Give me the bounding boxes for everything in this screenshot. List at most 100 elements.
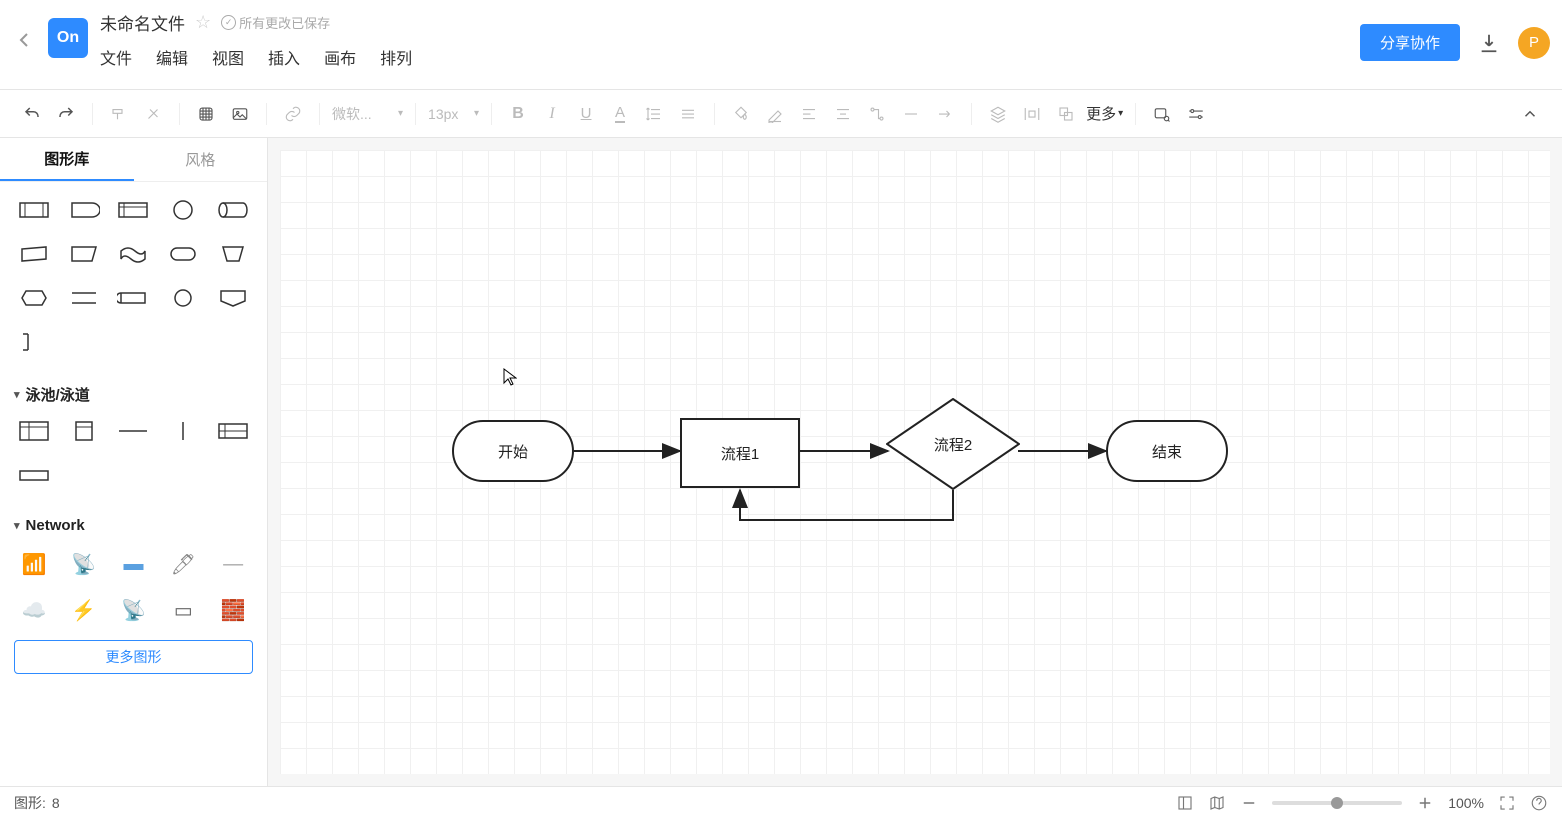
- edge[interactable]: [740, 490, 953, 520]
- connector-icon[interactable]: [863, 100, 891, 128]
- settings-icon[interactable]: [1182, 100, 1210, 128]
- node-end[interactable]: 结束: [1106, 420, 1228, 482]
- node-start[interactable]: 开始: [452, 420, 574, 482]
- menu-edit[interactable]: 编辑: [156, 45, 188, 69]
- text-color-icon[interactable]: A: [606, 100, 634, 128]
- shape-basic-7[interactable]: [114, 240, 154, 268]
- shape-basic-14[interactable]: [213, 284, 253, 312]
- canvas[interactable]: 开始 流程1 流程2 结束: [280, 150, 1550, 774]
- shape-basic-12[interactable]: [114, 284, 154, 312]
- tab-shapes[interactable]: 图形库: [0, 138, 134, 181]
- star-icon[interactable]: ☆: [195, 12, 211, 33]
- line-spacing-icon[interactable]: [640, 100, 668, 128]
- back-button[interactable]: [12, 28, 36, 52]
- page-layout-icon[interactable]: [1176, 794, 1194, 812]
- separator: [92, 103, 93, 125]
- zoom-slider[interactable]: [1272, 801, 1402, 805]
- menu-view[interactable]: 视图: [212, 45, 244, 69]
- shape-pool-3[interactable]: [163, 417, 203, 445]
- shape-basic-10[interactable]: [14, 284, 54, 312]
- map-icon[interactable]: [1208, 794, 1226, 812]
- layers-icon[interactable]: [984, 100, 1012, 128]
- shape-network-0[interactable]: 📶: [14, 550, 54, 578]
- help-icon[interactable]: [1530, 794, 1548, 812]
- zoom-out-icon[interactable]: [1240, 794, 1258, 812]
- tab-style[interactable]: 风格: [134, 138, 268, 181]
- shape-network-4[interactable]: —: [213, 550, 253, 578]
- shape-basic-2[interactable]: [114, 196, 154, 224]
- italic-icon[interactable]: I: [538, 100, 566, 128]
- avatar[interactable]: P: [1518, 27, 1550, 59]
- shape-basic-3[interactable]: [163, 196, 203, 224]
- sidebar-body: 泳池/泳道 Network 📶 📡 ▬ 🖊 — ☁️ ⚡ 📡 ▭ 🧱 更多图形: [0, 182, 267, 786]
- shape-network-3[interactable]: 🖊: [163, 550, 203, 578]
- document-title[interactable]: 未命名文件: [100, 10, 185, 35]
- shape-basic-11[interactable]: [64, 284, 104, 312]
- menu-canvas[interactable]: 画布: [324, 45, 356, 69]
- shape-basic-6[interactable]: [64, 240, 104, 268]
- shape-basic-0[interactable]: [14, 196, 54, 224]
- shape-basic-5[interactable]: [14, 240, 54, 268]
- menu-insert[interactable]: 插入: [268, 45, 300, 69]
- share-button[interactable]: 分享协作: [1360, 24, 1460, 61]
- eraser-icon[interactable]: [139, 100, 167, 128]
- shape-pool-2[interactable]: [114, 417, 154, 445]
- separator: [1135, 103, 1136, 125]
- search-shape-icon[interactable]: [1148, 100, 1176, 128]
- distribute-icon[interactable]: [1018, 100, 1046, 128]
- shape-network-8[interactable]: ▭: [163, 596, 203, 624]
- redo-button[interactable]: [52, 100, 80, 128]
- separator: [971, 103, 972, 125]
- shape-basic-15[interactable]: [14, 328, 54, 356]
- separator: [714, 103, 715, 125]
- valign-icon[interactable]: [829, 100, 857, 128]
- shape-network-2[interactable]: ▬: [114, 550, 154, 578]
- shape-network-1[interactable]: 📡: [64, 550, 104, 578]
- shape-network-6[interactable]: ⚡: [64, 596, 104, 624]
- collapse-panel-icon[interactable]: [1516, 100, 1544, 128]
- node-proc1[interactable]: 流程1: [680, 418, 800, 488]
- main: 图形库 风格 泳池/泳道 Network 📶 📡 ▬ 🖊 — ☁️ ⚡ 📡 ▭ 🧱 更多图形 开始…: [0, 138, 1562, 786]
- stroke-color-icon[interactable]: [761, 100, 789, 128]
- category-network[interactable]: Network: [14, 507, 253, 540]
- line-style-icon[interactable]: [897, 100, 925, 128]
- menu-arrange[interactable]: 排列: [380, 45, 412, 69]
- title-row: 未命名文件 ☆ 所有更改已保存: [100, 10, 412, 35]
- transparency-icon[interactable]: [192, 100, 220, 128]
- link-icon[interactable]: [279, 100, 307, 128]
- align-icon[interactable]: [795, 100, 823, 128]
- shape-network-5[interactable]: ☁️: [14, 596, 54, 624]
- bold-icon[interactable]: B: [504, 100, 532, 128]
- shape-network-7[interactable]: 📡: [114, 596, 154, 624]
- font-size-select[interactable]: 13px: [428, 106, 468, 122]
- more-shapes-button[interactable]: 更多图形: [14, 640, 253, 674]
- download-icon[interactable]: [1478, 32, 1500, 54]
- shape-pool-1[interactable]: [64, 417, 104, 445]
- fill-color-icon[interactable]: [727, 100, 755, 128]
- shape-basic-1[interactable]: [64, 196, 104, 224]
- shape-pool-0[interactable]: [14, 417, 54, 445]
- shape-pool-4[interactable]: [213, 417, 253, 445]
- fullscreen-icon[interactable]: [1498, 794, 1516, 812]
- zoom-in-icon[interactable]: [1416, 794, 1434, 812]
- shape-basic-9[interactable]: [213, 240, 253, 268]
- font-family-select[interactable]: 微软...: [332, 104, 392, 124]
- shape-basic-4[interactable]: [213, 196, 253, 224]
- group-icon[interactable]: [1052, 100, 1080, 128]
- image-icon[interactable]: [226, 100, 254, 128]
- undo-button[interactable]: [18, 100, 46, 128]
- status-bar: 图形: 8 100%: [0, 786, 1562, 818]
- shape-basic-8[interactable]: [163, 240, 203, 268]
- category-pool[interactable]: 泳池/泳道: [14, 374, 253, 411]
- cursor-icon: [503, 368, 517, 386]
- format-painter-icon[interactable]: [105, 100, 133, 128]
- shape-pool-5[interactable]: [14, 461, 54, 489]
- arrow-style-icon[interactable]: [931, 100, 959, 128]
- menu-file[interactable]: 文件: [100, 45, 132, 69]
- shape-network-9[interactable]: 🧱: [213, 596, 253, 624]
- list-icon[interactable]: [674, 100, 702, 128]
- node-dec1[interactable]: 流程2: [886, 398, 1020, 490]
- shape-basic-13[interactable]: [163, 284, 203, 312]
- more-button[interactable]: 更多▾: [1086, 103, 1123, 124]
- underline-icon[interactable]: U: [572, 100, 600, 128]
